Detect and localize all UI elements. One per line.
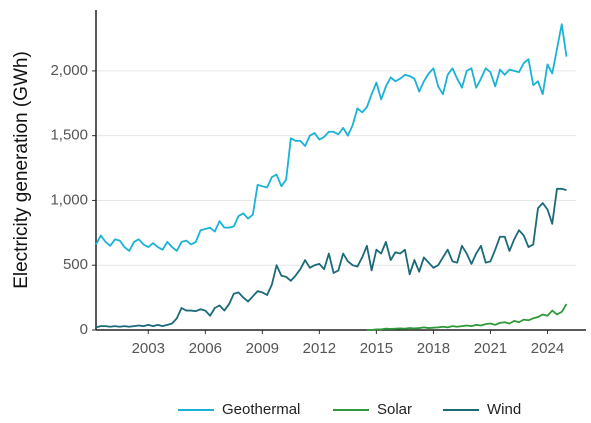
x-tick-label: 2015: [360, 340, 393, 357]
legend-label: Solar: [377, 401, 412, 418]
y-tick-label: 1,500: [50, 127, 88, 144]
x-tick-label: 2003: [132, 340, 165, 357]
y-axis-label: Electricity generation (GWh): [11, 51, 32, 289]
y-tick-label: 1,000: [50, 191, 88, 208]
series-line: [366, 303, 568, 331]
y-tick-label: 500: [63, 256, 88, 273]
x-tick-label: 2021: [474, 340, 507, 357]
series-line: [95, 23, 568, 252]
x-tick-label: 2018: [417, 340, 450, 357]
x-tick-label: 2012: [303, 340, 336, 357]
x-tick-label: 2024: [531, 340, 564, 357]
y-tick-label: 0: [80, 321, 88, 338]
x-tick-label: 2006: [189, 340, 222, 357]
legend-label: Wind: [487, 401, 521, 418]
y-tick-label: 2,000: [50, 62, 88, 79]
series-line: [95, 187, 567, 329]
x-tick-label: 2009: [246, 340, 279, 357]
legend-label: Geothermal: [222, 401, 300, 418]
